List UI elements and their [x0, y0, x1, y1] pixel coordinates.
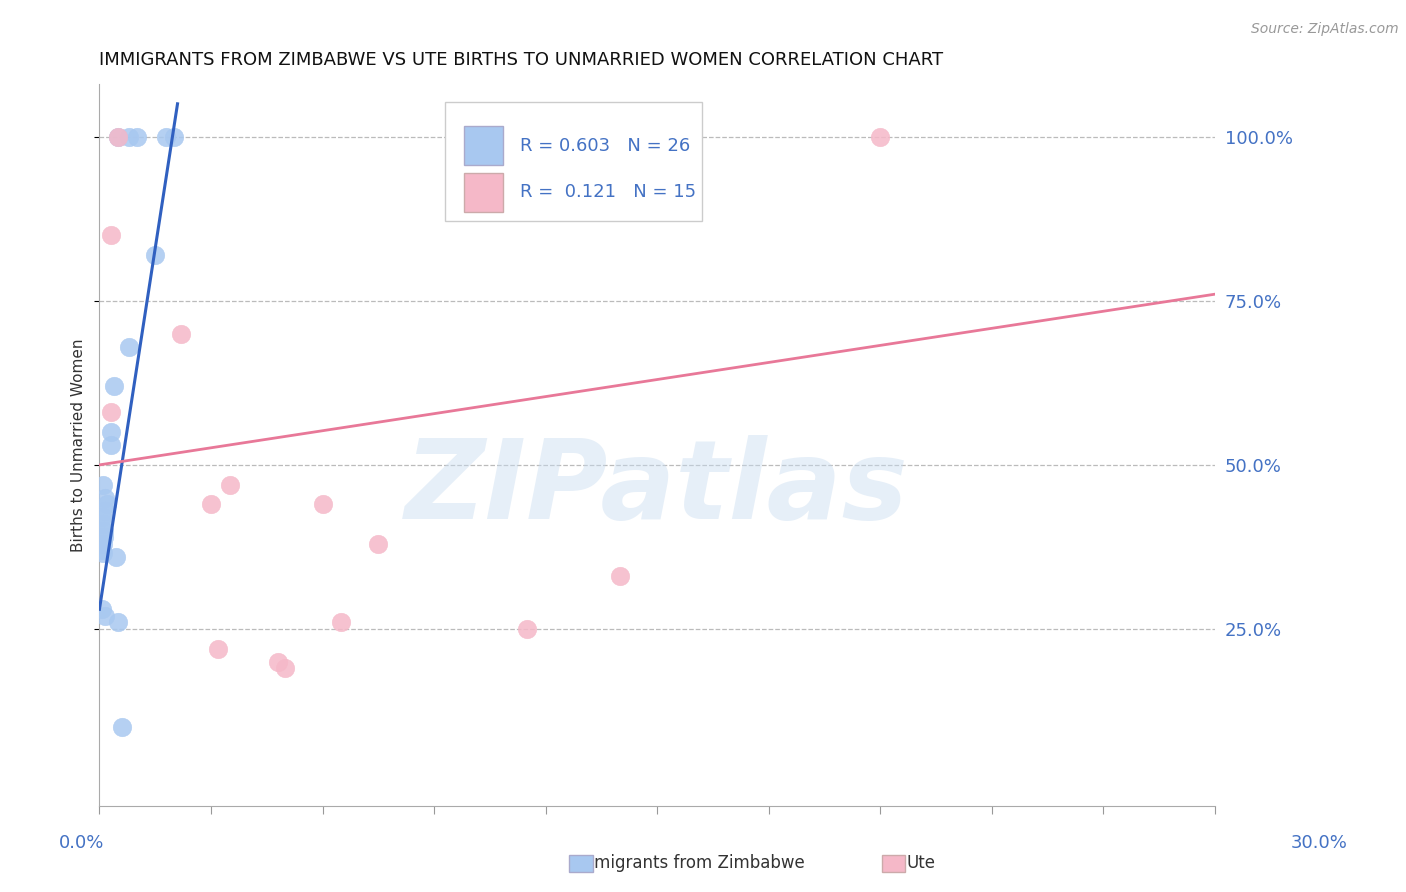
Point [100, 438, 122, 452]
Text: ZIPatlas: ZIPatlas [405, 435, 910, 542]
Point [218, 477, 240, 491]
FancyBboxPatch shape [464, 126, 503, 165]
FancyBboxPatch shape [464, 172, 503, 212]
Point [125, 129, 148, 144]
Point [107, 615, 129, 630]
Point [103, 379, 125, 393]
Point [163, 129, 186, 144]
Point [609, 569, 631, 583]
Point [105, 549, 128, 564]
Point [91, 602, 114, 616]
Point [118, 340, 141, 354]
Point [516, 622, 538, 636]
Point [93, 530, 115, 544]
Point [367, 536, 389, 550]
Point [200, 497, 222, 511]
Point [143, 248, 166, 262]
Point [330, 615, 353, 630]
Text: R = 0.603   N = 26: R = 0.603 N = 26 [520, 136, 690, 154]
Point [100, 405, 122, 419]
Text: Source: ZipAtlas.com: Source: ZipAtlas.com [1251, 22, 1399, 37]
Point [91, 477, 114, 491]
Point [267, 655, 290, 669]
Point [118, 129, 141, 144]
Point [93, 524, 115, 538]
Point [107, 129, 129, 144]
Text: R =  0.121   N = 15: R = 0.121 N = 15 [520, 184, 696, 202]
Point [91, 547, 114, 561]
Point [170, 326, 193, 341]
Point [111, 721, 134, 735]
Point [274, 661, 297, 675]
Point [96, 497, 118, 511]
Point [311, 497, 333, 511]
Point [94, 491, 117, 505]
Point [155, 129, 177, 144]
Point [91, 536, 114, 550]
Y-axis label: Births to Unmarried Women: Births to Unmarried Women [72, 338, 86, 552]
Text: Ute: Ute [907, 854, 935, 871]
Point [91, 510, 114, 524]
Point [94, 608, 117, 623]
Point [91, 516, 114, 531]
Point [100, 425, 122, 439]
Text: 30.0%: 30.0% [1291, 834, 1347, 852]
Point [107, 129, 129, 144]
Text: 0.0%: 0.0% [59, 834, 104, 852]
Point [207, 641, 229, 656]
Point [100, 228, 122, 243]
Point [90, 543, 112, 558]
Point [869, 129, 891, 144]
Point [94, 504, 117, 518]
FancyBboxPatch shape [446, 103, 702, 221]
Text: Immigrants from Zimbabwe: Immigrants from Zimbabwe [574, 854, 804, 871]
Text: IMMIGRANTS FROM ZIMBABWE VS UTE BIRTHS TO UNMARRIED WOMEN CORRELATION CHART: IMMIGRANTS FROM ZIMBABWE VS UTE BIRTHS T… [100, 51, 943, 69]
